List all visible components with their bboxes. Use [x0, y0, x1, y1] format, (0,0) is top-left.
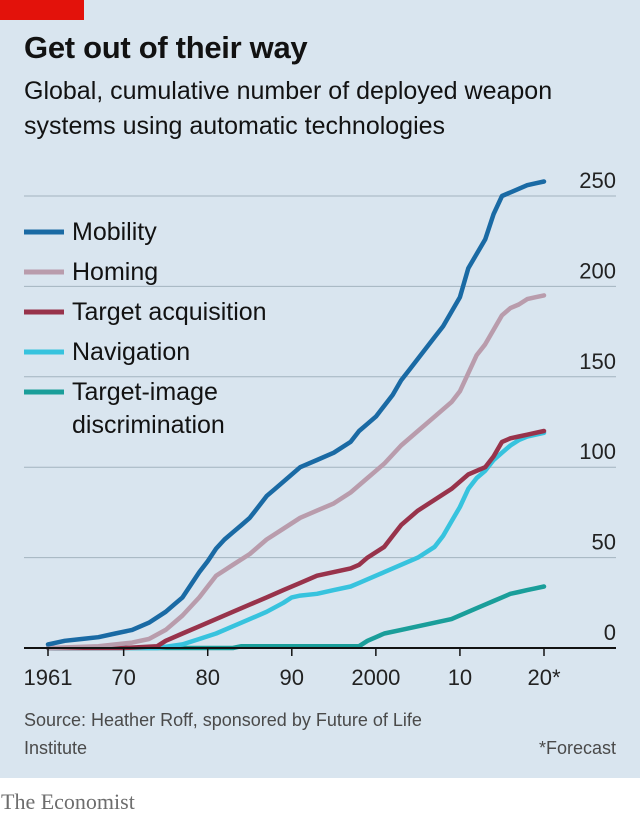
legend-label-line: Homing	[72, 258, 158, 286]
x-tick-label: 2000	[351, 665, 400, 690]
series-line-homing	[45, 293, 547, 651]
series-line-target-image-discrimination	[45, 584, 547, 651]
brand-wordmark: The Economist	[1, 789, 135, 814]
y-tick-label: 150	[579, 349, 616, 374]
x-axis: 1961 70 80 90 2000 10 20*	[24, 647, 616, 690]
x-tick-label: 10	[448, 665, 472, 690]
legend-item-mobility: Mobility	[24, 218, 157, 246]
legend: Mobility Homing Target acquisition Navigati…	[24, 218, 267, 439]
forecast-note: *Forecast	[538, 738, 616, 758]
series-line-target-acquisition	[45, 428, 547, 651]
chart-panel: Get out of their way Global, cumulative …	[0, 0, 640, 778]
legend-label-line: discrimination	[72, 411, 225, 439]
legend-label: Target-image discrimination	[72, 378, 225, 439]
y-tick-label: 250	[579, 168, 616, 193]
legend-label: Navigation	[72, 338, 190, 366]
y-tick-label: 50	[592, 530, 616, 555]
legend-item-homing: Homing	[24, 258, 158, 286]
series-line-navigation	[45, 430, 547, 651]
legend-item-navigation: Navigation	[24, 338, 190, 366]
gridlines: 0 50 100 150 200 250	[24, 168, 616, 645]
x-tick-label: 1961	[24, 665, 73, 690]
series-lines	[45, 179, 547, 651]
legend-item-target-image-discrimination: Target-image discrimination	[24, 378, 225, 439]
chart-title: Get out of their way	[24, 30, 308, 65]
y-tick-label: 100	[579, 439, 616, 464]
chart-subtitle: Global, cumulative number of deployed we…	[24, 77, 553, 140]
legend-label-line: Target-image	[72, 378, 218, 406]
y-tick-label: 0	[604, 620, 616, 645]
x-tick-label: 80	[195, 665, 219, 690]
brand-red-tag	[0, 0, 84, 20]
legend-label: Mobility	[72, 218, 157, 246]
x-tick-label: 20*	[527, 665, 560, 690]
legend-label: Target acquisition	[72, 298, 267, 326]
legend-label-line: Mobility	[72, 218, 157, 246]
x-tick-label: 70	[111, 665, 135, 690]
y-tick-label: 200	[579, 258, 616, 283]
x-tick-label: 90	[280, 665, 304, 690]
series-line-mobility	[45, 179, 547, 647]
legend-label-line: Navigation	[72, 338, 190, 366]
source-note: Source: Heather Roff, sponsored by Futur…	[24, 710, 422, 758]
line-chart: 0 50 100 150 200 250 1961 70 80 90 2000 10 20* Mobi…	[24, 168, 616, 690]
legend-label-line: Target acquisition	[72, 298, 267, 326]
legend-item-target-acquisition: Target acquisition	[24, 298, 267, 326]
legend-label: Homing	[72, 258, 158, 286]
